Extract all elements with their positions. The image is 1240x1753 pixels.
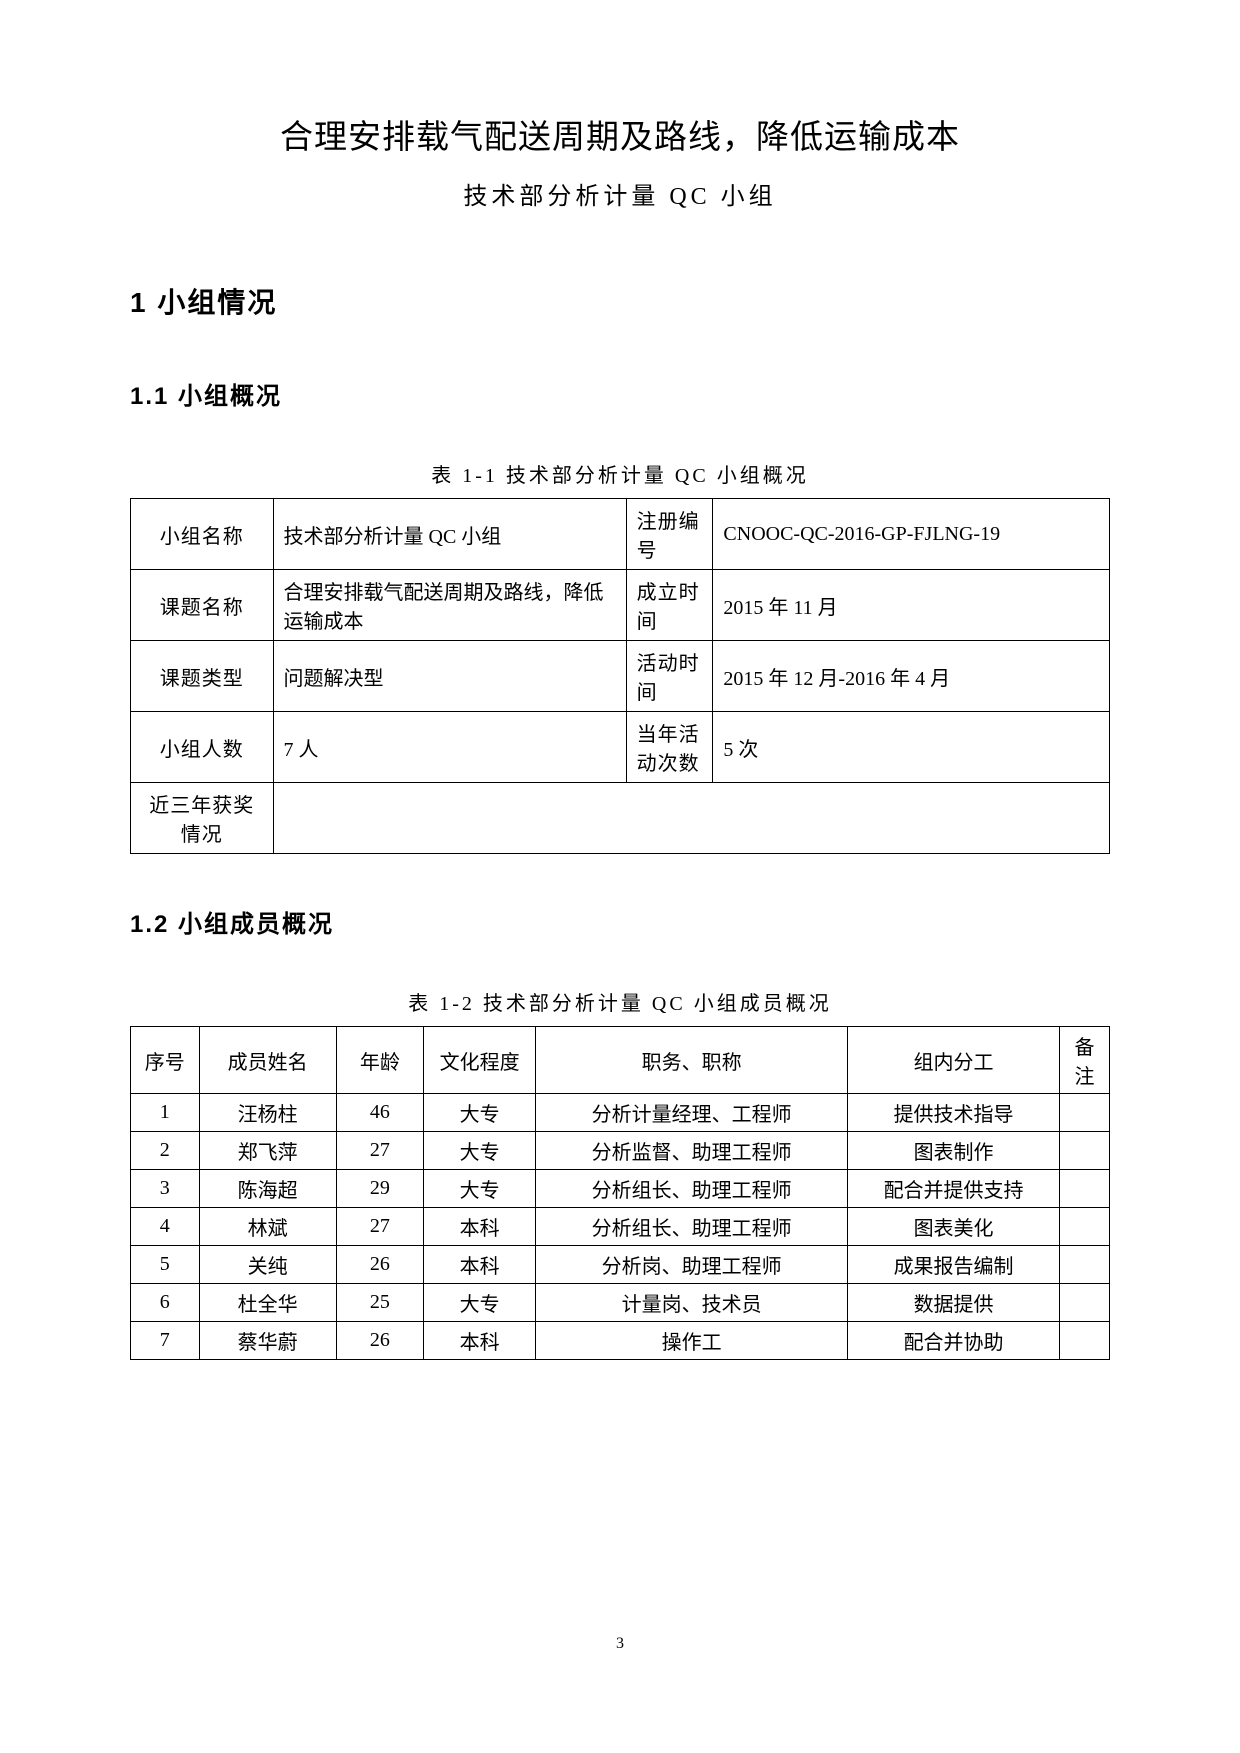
cell-label: 成立时间: [626, 570, 713, 641]
page-number: 3: [0, 1635, 1240, 1653]
cell: 5: [131, 1246, 200, 1284]
cell-value: CNOOC-QC-2016-GP-FJLNG-19: [713, 499, 1110, 570]
table-row: 4 林斌 27 本科 分析组长、助理工程师 图表美化: [131, 1208, 1110, 1246]
document-subtitle: 技术部分析计量 QC 小组: [130, 176, 1110, 211]
cell: 分析岗、助理工程师: [536, 1246, 848, 1284]
col-header: 年龄: [336, 1027, 423, 1094]
group-overview-table: 小组名称 技术部分析计量 QC 小组 注册编号 CNOOC-QC-2016-GP…: [130, 498, 1110, 854]
cell-value: 5 次: [713, 712, 1110, 783]
table1-caption: 表 1-1 技术部分析计量 QC 小组概况: [130, 459, 1110, 488]
cell: 分析组长、助理工程师: [536, 1208, 848, 1246]
cell: 蔡华蔚: [199, 1322, 336, 1360]
table-row: 课题类型 问题解决型 活动时间 2015 年 12 月-2016 年 4 月: [131, 641, 1110, 712]
col-header: 成员姓名: [199, 1027, 336, 1094]
table2-caption: 表 1-2 技术部分析计量 QC 小组成员概况: [130, 987, 1110, 1016]
cell: 分析计量经理、工程师: [536, 1094, 848, 1132]
cell: [1060, 1132, 1110, 1170]
members-table: 序号 成员姓名 年龄 文化程度 职务、职称 组内分工 备注 1 汪杨柱 46 大…: [130, 1026, 1110, 1360]
cell: [1060, 1322, 1110, 1360]
table-row: 小组名称 技术部分析计量 QC 小组 注册编号 CNOOC-QC-2016-GP…: [131, 499, 1110, 570]
cell: 图表美化: [848, 1208, 1060, 1246]
cell: 林斌: [199, 1208, 336, 1246]
section-heading-1-2: 1.2 小组成员概况: [130, 904, 1110, 939]
cell-value: 技术部分析计量 QC 小组: [273, 499, 626, 570]
cell: 3: [131, 1170, 200, 1208]
cell: 计量岗、技术员: [536, 1284, 848, 1322]
cell: 本科: [424, 1246, 536, 1284]
cell: 成果报告编制: [848, 1246, 1060, 1284]
cell: 大专: [424, 1094, 536, 1132]
cell: 4: [131, 1208, 200, 1246]
cell: 7: [131, 1322, 200, 1360]
cell: 26: [336, 1246, 423, 1284]
cell: 杜全华: [199, 1284, 336, 1322]
table-header-row: 序号 成员姓名 年龄 文化程度 职务、职称 组内分工 备注: [131, 1027, 1110, 1094]
cell: 本科: [424, 1208, 536, 1246]
cell: 2: [131, 1132, 200, 1170]
cell: [1060, 1284, 1110, 1322]
section-heading-1-1: 1.1 小组概况: [130, 376, 1110, 411]
cell: 汪杨柱: [199, 1094, 336, 1132]
cell-value: 7 人: [273, 712, 626, 783]
cell: 大专: [424, 1284, 536, 1322]
cell-value: 问题解决型: [273, 641, 626, 712]
table-row: 2 郑飞萍 27 大专 分析监督、助理工程师 图表制作: [131, 1132, 1110, 1170]
cell-value: 合理安排载气配送周期及路线，降低运输成本: [273, 570, 626, 641]
cell: 分析监督、助理工程师: [536, 1132, 848, 1170]
cell: [1060, 1208, 1110, 1246]
cell: 25: [336, 1284, 423, 1322]
cell: 配合并协助: [848, 1322, 1060, 1360]
cell: 1: [131, 1094, 200, 1132]
cell: 郑飞萍: [199, 1132, 336, 1170]
cell: [1060, 1094, 1110, 1132]
table-row: 小组人数 7 人 当年活动次数 5 次: [131, 712, 1110, 783]
cell-value: [273, 783, 1110, 854]
cell: 分析组长、助理工程师: [536, 1170, 848, 1208]
cell: 配合并提供支持: [848, 1170, 1060, 1208]
cell-label: 小组人数: [131, 712, 274, 783]
col-header: 文化程度: [424, 1027, 536, 1094]
document-title: 合理安排载气配送周期及路线，降低运输成本: [130, 110, 1110, 158]
cell: 操作工: [536, 1322, 848, 1360]
cell-value: 2015 年 12 月-2016 年 4 月: [713, 641, 1110, 712]
cell: 6: [131, 1284, 200, 1322]
table-row: 5 关纯 26 本科 分析岗、助理工程师 成果报告编制: [131, 1246, 1110, 1284]
cell: 关纯: [199, 1246, 336, 1284]
cell: 陈海超: [199, 1170, 336, 1208]
col-header: 备注: [1060, 1027, 1110, 1094]
cell-label: 课题名称: [131, 570, 274, 641]
document-page: 合理安排载气配送周期及路线，降低运输成本 技术部分析计量 QC 小组 1 小组情…: [0, 0, 1240, 1360]
cell: 27: [336, 1132, 423, 1170]
col-header: 序号: [131, 1027, 200, 1094]
cell-label: 近三年获奖情况: [131, 783, 274, 854]
cell-label: 注册编号: [626, 499, 713, 570]
table-row: 3 陈海超 29 大专 分析组长、助理工程师 配合并提供支持: [131, 1170, 1110, 1208]
table-row: 课题名称 合理安排载气配送周期及路线，降低运输成本 成立时间 2015 年 11…: [131, 570, 1110, 641]
cell: 大专: [424, 1170, 536, 1208]
cell: 本科: [424, 1322, 536, 1360]
section-heading-1: 1 小组情况: [130, 281, 1110, 321]
cell-label: 课题类型: [131, 641, 274, 712]
cell-value: 2015 年 11 月: [713, 570, 1110, 641]
table-row: 近三年获奖情况: [131, 783, 1110, 854]
cell: [1060, 1170, 1110, 1208]
cell: 大专: [424, 1132, 536, 1170]
cell-label: 当年活动次数: [626, 712, 713, 783]
table-row: 6 杜全华 25 大专 计量岗、技术员 数据提供: [131, 1284, 1110, 1322]
table-row: 1 汪杨柱 46 大专 分析计量经理、工程师 提供技术指导: [131, 1094, 1110, 1132]
cell: 图表制作: [848, 1132, 1060, 1170]
cell: 29: [336, 1170, 423, 1208]
col-header: 组内分工: [848, 1027, 1060, 1094]
cell-label: 活动时间: [626, 641, 713, 712]
col-header: 职务、职称: [536, 1027, 848, 1094]
cell: 27: [336, 1208, 423, 1246]
cell: 提供技术指导: [848, 1094, 1060, 1132]
cell: 46: [336, 1094, 423, 1132]
cell-label: 小组名称: [131, 499, 274, 570]
cell: 数据提供: [848, 1284, 1060, 1322]
cell: [1060, 1246, 1110, 1284]
cell: 26: [336, 1322, 423, 1360]
table-row: 7 蔡华蔚 26 本科 操作工 配合并协助: [131, 1322, 1110, 1360]
